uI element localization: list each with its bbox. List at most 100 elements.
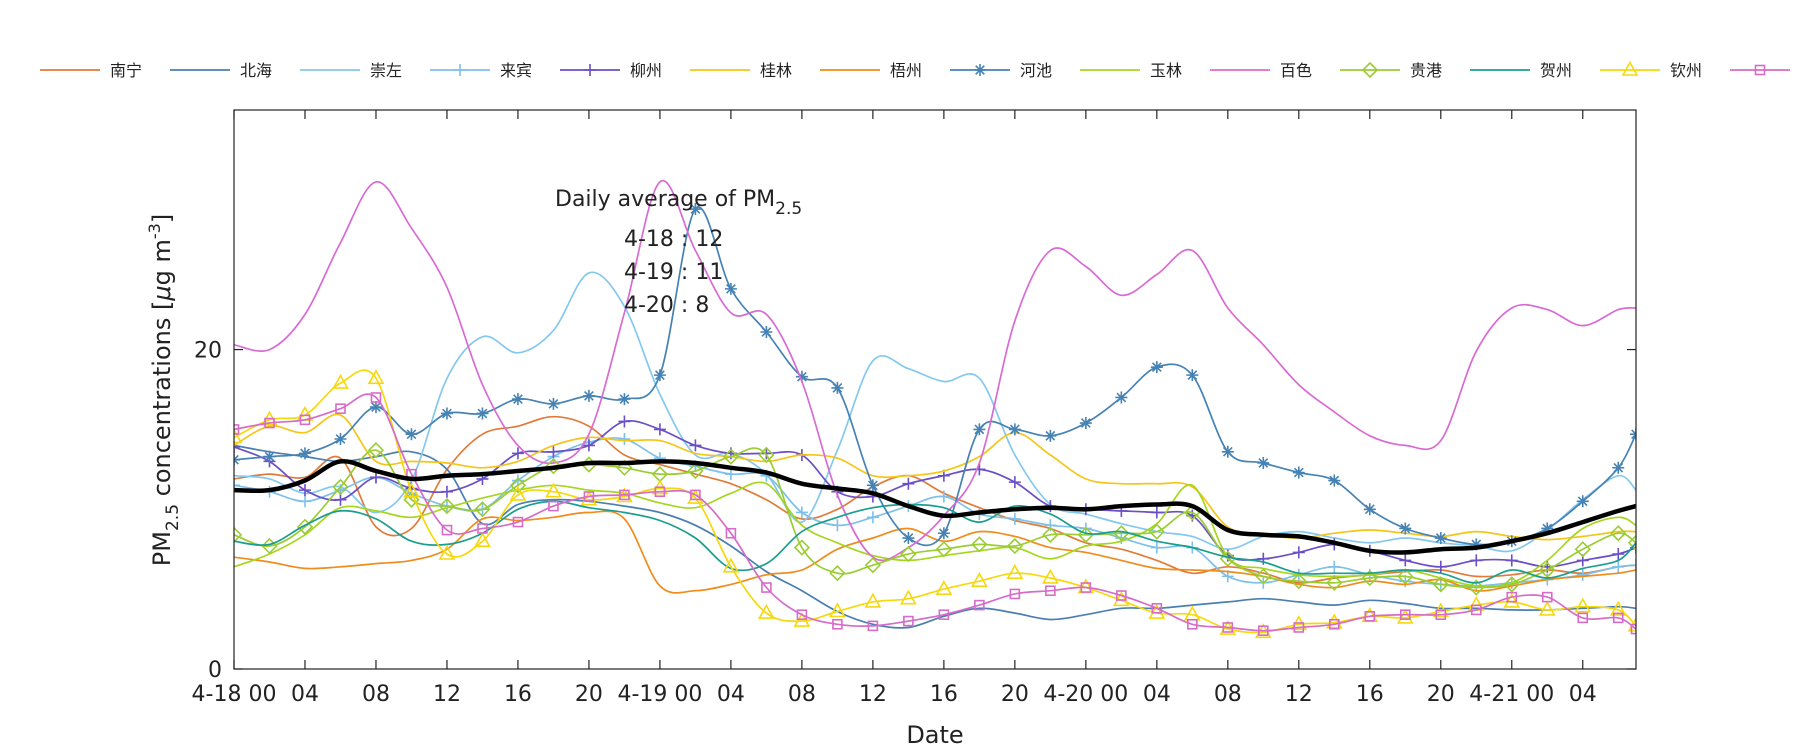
data-point-marker: [438, 497, 456, 515]
series-5d075de6: [234, 271, 1636, 553]
data-point-marker: [1079, 417, 1092, 430]
series-line: [234, 444, 1636, 629]
legend-marker-icon: [1754, 64, 1766, 76]
x-tick-label: 12: [859, 682, 887, 707]
data-point-marker: [974, 599, 985, 611]
x-tick-label: 20: [1001, 682, 1029, 707]
data-point-marker: [476, 407, 489, 420]
data-point-marker: [1435, 609, 1447, 620]
data-point-marker: [971, 536, 988, 553]
legend-item: 崇左: [300, 61, 402, 80]
series-53176d77: [234, 444, 1636, 629]
legend-item: 防城港: [1730, 64, 1790, 76]
data-point-marker: [1538, 600, 1556, 616]
legend-item: 北海: [170, 61, 272, 80]
series-line: [234, 500, 1636, 584]
data-point-marker: [1609, 600, 1627, 616]
legend-item: 贺州: [1470, 61, 1572, 80]
data-point-marker: [1470, 604, 1482, 616]
data-point-marker: [511, 393, 524, 406]
series-68426797: [234, 413, 1636, 541]
series-line: [234, 413, 1636, 541]
series-767e8272: [234, 179, 1636, 562]
data-point-marker: [440, 485, 453, 498]
data-point-marker: [935, 541, 953, 558]
data-point-marker: [370, 392, 382, 403]
data-point-marker: [795, 506, 808, 519]
data-point-marker: [234, 428, 243, 444]
data-point-marker: [1148, 603, 1166, 619]
data-point-marker: [1328, 560, 1341, 573]
data-point-marker: [509, 485, 527, 501]
legend-label: 百色: [1280, 61, 1312, 80]
series-line: [234, 369, 1636, 634]
legend-label: 贺州: [1540, 61, 1572, 80]
data-point-marker: [618, 433, 631, 446]
data-point-marker: [1077, 526, 1094, 543]
data-point-marker: [545, 482, 562, 498]
x-tick-label: 04: [1569, 682, 1597, 707]
legend-marker-icon: [1621, 60, 1639, 76]
annotation-title: Daily average of PM: [555, 187, 775, 212]
data-point-marker: [902, 532, 915, 545]
data-point-marker: [903, 615, 914, 627]
data-point-marker: [722, 557, 740, 573]
data-point-marker: [1150, 541, 1163, 554]
data-point-marker: [1627, 534, 1636, 551]
x-tick-label: 08: [1214, 682, 1242, 707]
data-point-marker: [1612, 461, 1625, 474]
data-point-marker: [298, 484, 311, 497]
x-axis-title: Date: [906, 721, 963, 749]
x-tick-label: 04: [717, 682, 745, 707]
data-point-marker: [1630, 559, 1636, 572]
legend-item: 柳州: [560, 61, 662, 80]
data-point-marker: [1432, 576, 1449, 593]
legend-item: 桂林: [690, 61, 792, 80]
data-point-marker: [1539, 561, 1556, 579]
data-point-marker: [369, 471, 382, 484]
data-point-marker: [829, 565, 846, 582]
data-point-marker: [795, 370, 808, 383]
series-53575b81: [234, 415, 1636, 584]
x-tick-label: 20: [1427, 682, 1455, 707]
data-point-marker: [971, 572, 988, 587]
data-point-marker: [1326, 574, 1343, 591]
legend-label: 钦州: [1670, 61, 1702, 80]
data-point-marker: [438, 544, 456, 560]
legend-label: 贵港: [1410, 61, 1442, 80]
data-point-marker: [1150, 506, 1163, 519]
legend-item: 梧州: [820, 61, 922, 80]
plot-frame: [233, 109, 1637, 670]
data-point-marker: [725, 527, 737, 539]
data-point-marker: [263, 450, 276, 463]
data-point-marker: [1222, 622, 1234, 633]
legend-label: 河池: [1020, 61, 1052, 80]
data-point-marker: [864, 592, 882, 608]
x-tick-label: 16: [1356, 682, 1384, 707]
data-point-marker: [654, 486, 666, 498]
legend-label: 玉林: [1150, 61, 1182, 80]
data-point-marker: [264, 417, 275, 429]
data-point-marker: [1610, 525, 1627, 542]
legend-item: 来宾: [430, 61, 532, 80]
data-point-marker: [653, 369, 666, 382]
data-point-marker: [690, 489, 701, 501]
x-tick-label: 4-20 00: [1043, 682, 1128, 707]
data-point-marker: [1470, 538, 1483, 551]
data-point-marker: [1468, 579, 1485, 596]
legend-item: 南宁: [40, 61, 142, 80]
data-point-marker: [335, 403, 346, 414]
data-point-marker: [1006, 537, 1023, 555]
data-point-marker: [1150, 361, 1163, 374]
data-point-marker: [1116, 590, 1127, 601]
data-point-marker: [582, 439, 595, 452]
annotation-title-subscript: 2.5: [775, 199, 802, 219]
legend-marker-icon: [454, 64, 466, 76]
legend-label: 崇左: [370, 61, 402, 80]
x-tick-label: 04: [1143, 682, 1171, 707]
data-point-marker: [1187, 618, 1198, 630]
annotation-line-1: 4-18 : 12: [624, 227, 723, 252]
data-point-marker: [332, 478, 349, 496]
average-line: [234, 458, 1636, 555]
data-point-marker: [1080, 582, 1092, 593]
